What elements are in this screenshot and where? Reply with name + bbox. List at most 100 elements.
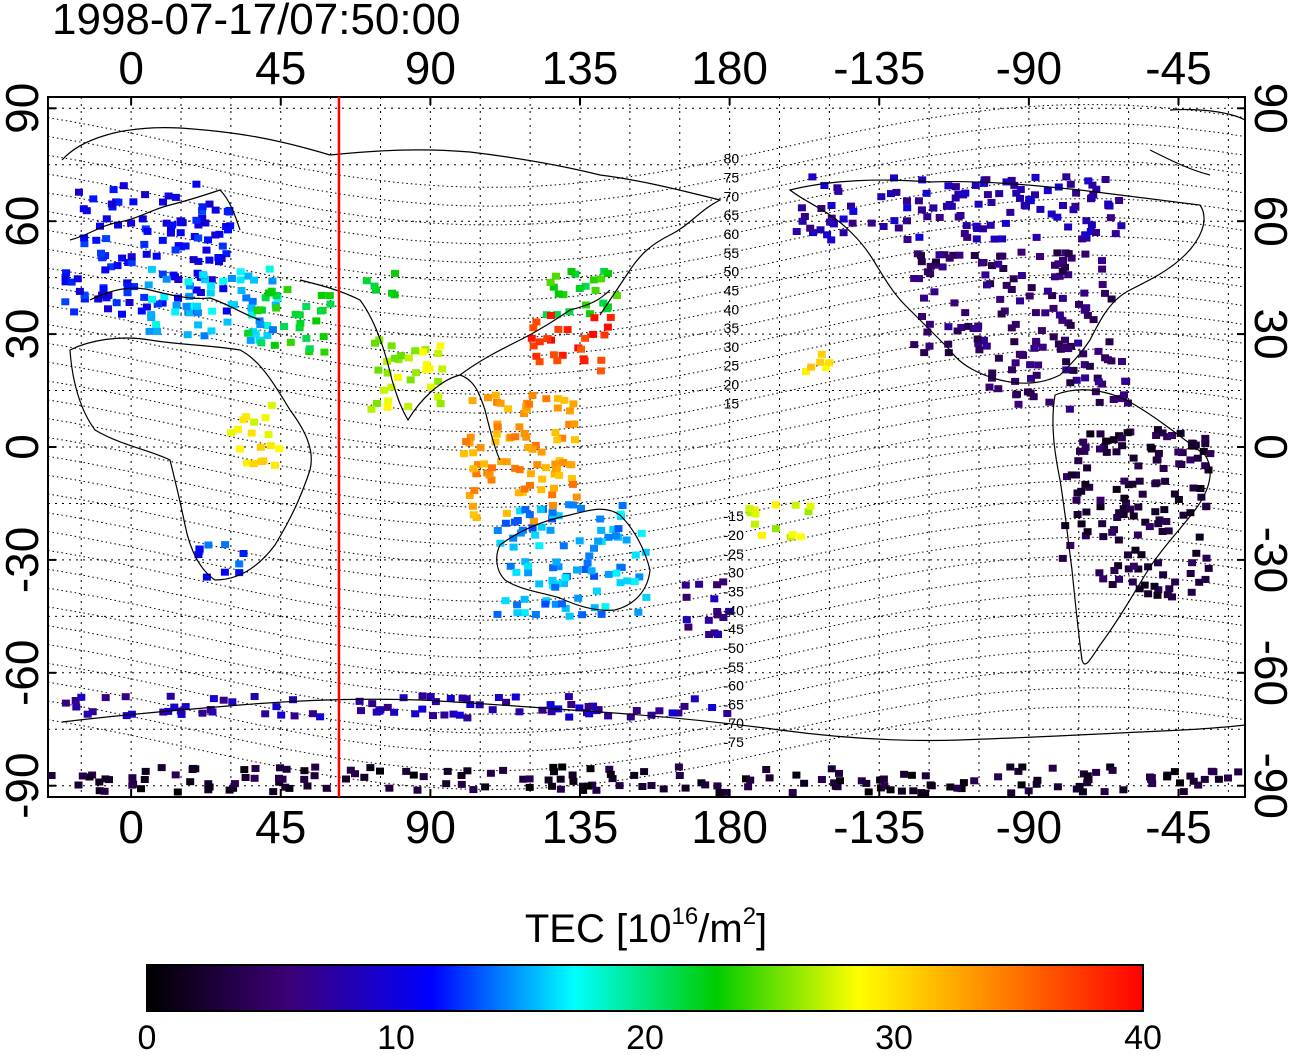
tec-point xyxy=(1103,356,1112,364)
tec-point xyxy=(1129,562,1138,570)
tec-point xyxy=(236,268,245,276)
x-tick-label-bottom: 135 xyxy=(542,801,619,853)
tec-point xyxy=(1072,189,1081,197)
colorbar-tick-label: 20 xyxy=(626,1019,664,1057)
tec-point xyxy=(148,295,156,303)
tec-point xyxy=(206,289,215,297)
contour-label: 75 xyxy=(724,170,740,186)
tec-point xyxy=(682,593,691,601)
tec-point xyxy=(1032,233,1041,241)
tec-point xyxy=(152,321,161,329)
tec-point xyxy=(1053,249,1062,257)
tec-point xyxy=(107,200,116,208)
tec-point xyxy=(157,764,166,772)
tec-point xyxy=(1045,398,1054,406)
tec-point xyxy=(982,176,991,184)
tec-point xyxy=(493,423,502,431)
tec-point xyxy=(834,187,843,195)
tec-point xyxy=(162,219,171,227)
tec-point xyxy=(542,395,551,403)
tec-point xyxy=(1118,442,1127,450)
tec-point xyxy=(537,486,546,494)
tec-point xyxy=(584,782,593,790)
tec-point xyxy=(1066,180,1075,188)
tec-point xyxy=(918,313,926,320)
tec-point xyxy=(496,539,505,547)
tec-point xyxy=(951,183,960,191)
tec-point xyxy=(250,276,259,284)
tec-point xyxy=(557,600,566,608)
tec-point xyxy=(982,342,991,350)
tec-point xyxy=(556,785,565,793)
tec-point xyxy=(923,328,932,336)
tec-point xyxy=(1080,306,1089,314)
tec-point xyxy=(387,342,396,350)
tec-point xyxy=(903,204,912,212)
tec-point xyxy=(463,714,472,722)
tec-point xyxy=(596,515,605,523)
tec-point xyxy=(268,326,277,334)
tec-point xyxy=(195,545,204,553)
tec-point xyxy=(887,190,895,198)
tec-point xyxy=(631,551,640,559)
tec-point xyxy=(80,240,89,248)
tec-point xyxy=(173,788,182,796)
tec-point xyxy=(310,772,319,780)
tec-point xyxy=(434,377,443,385)
tec-point xyxy=(282,765,291,773)
tec-point xyxy=(942,202,951,210)
tec-point xyxy=(910,275,919,282)
tec-point xyxy=(590,604,599,612)
contour-label: 25 xyxy=(724,358,740,374)
tec-point xyxy=(565,713,574,721)
tec-point xyxy=(520,430,529,437)
tec-point xyxy=(647,782,656,789)
tec-point xyxy=(1062,173,1071,181)
tec-point xyxy=(140,776,149,783)
tec-point xyxy=(442,780,451,788)
tec-point xyxy=(659,785,668,793)
contour-line xyxy=(48,687,1245,772)
tec-point xyxy=(1069,366,1078,374)
tec-point xyxy=(1061,336,1069,344)
tec-point xyxy=(229,784,238,792)
tec-point xyxy=(1178,449,1187,457)
tec-point xyxy=(531,441,540,449)
tec-point xyxy=(655,707,664,715)
tec-point xyxy=(137,785,145,793)
tec-point xyxy=(807,363,816,371)
tec-point xyxy=(254,306,263,314)
tec-point xyxy=(713,611,722,619)
tec-point xyxy=(137,307,146,315)
tec-point xyxy=(935,251,944,259)
tec-point xyxy=(75,188,83,196)
tec-point xyxy=(322,784,331,792)
tec-point xyxy=(551,465,560,473)
tec-point xyxy=(612,292,621,299)
tec-point xyxy=(929,204,938,212)
x-tick-label-top: -135 xyxy=(833,42,925,94)
y-tick-label-left: -90 xyxy=(0,752,48,818)
tec-point xyxy=(559,459,568,466)
tec-point xyxy=(1131,546,1140,554)
tec-point xyxy=(594,537,603,545)
tec-point xyxy=(413,786,422,794)
tec-point xyxy=(839,229,848,237)
tec-point xyxy=(80,295,89,303)
tec-point xyxy=(877,193,886,201)
tec-point xyxy=(248,297,257,305)
tec-point xyxy=(973,225,982,232)
contour-label: -65 xyxy=(724,696,744,712)
tec-point xyxy=(311,763,320,771)
tec-point xyxy=(1120,391,1128,399)
tec-point xyxy=(247,429,256,437)
tec-point xyxy=(535,338,544,346)
tec-point xyxy=(1116,395,1124,403)
tec-point xyxy=(583,559,592,567)
tec-point xyxy=(551,583,560,591)
tec-point xyxy=(560,580,568,587)
tec-point xyxy=(74,781,83,789)
tec-point xyxy=(202,246,211,254)
tec-point xyxy=(153,327,162,335)
tec-point xyxy=(384,397,393,405)
